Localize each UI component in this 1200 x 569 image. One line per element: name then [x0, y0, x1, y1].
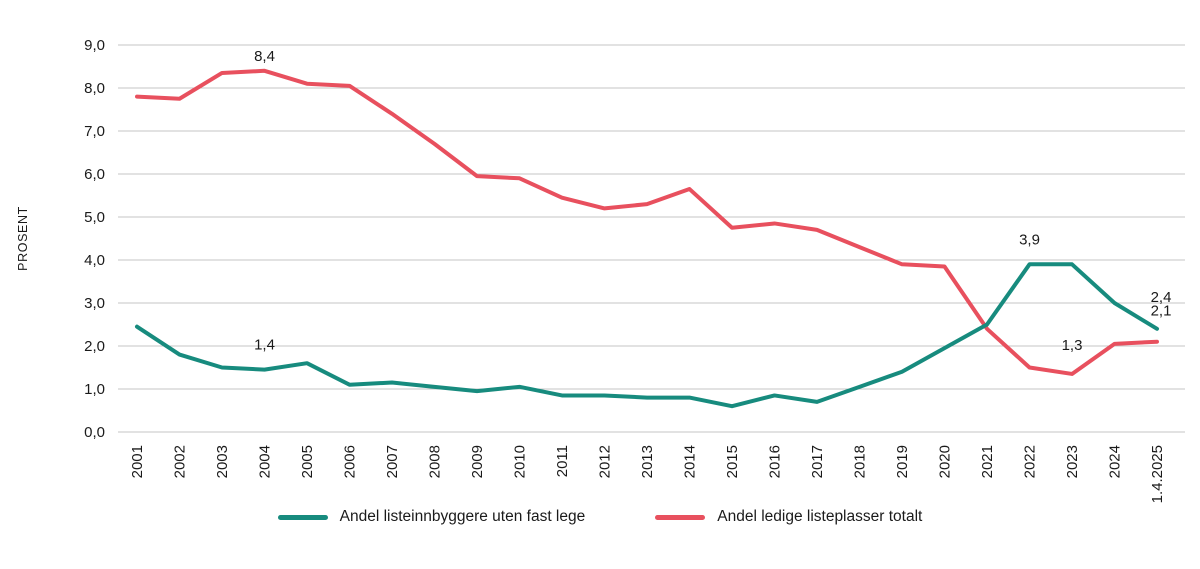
- legend-swatch-red-line: [655, 514, 706, 520]
- x-tick-label: 2013: [639, 445, 656, 478]
- legend-item-uten-fast-lege: Andel listeinnbyggere uten fast lege: [277, 508, 586, 526]
- data-label: 3,9: [1019, 231, 1040, 248]
- x-tick-label: 2016: [767, 445, 784, 478]
- x-tick-label: 2011: [554, 445, 571, 477]
- data-label: 1,3: [1062, 337, 1083, 354]
- x-tick-label: 2024: [1107, 445, 1124, 478]
- x-tick-label: 2015: [724, 445, 741, 478]
- y-axis-title: PROSENT: [16, 206, 30, 271]
- x-tick-label: 2008: [427, 445, 444, 478]
- data-label: 2,1: [1151, 303, 1172, 320]
- x-tick-label: 2004: [257, 445, 274, 478]
- legend-swatch-teal-line: [277, 514, 328, 520]
- chart-legend: Andel listeinnbyggere uten fast lege And…: [0, 508, 1200, 526]
- data-label: 2,4: [1151, 289, 1172, 306]
- x-tick-label: 2005: [299, 445, 316, 478]
- data-label: 8,4: [254, 48, 275, 65]
- x-tick-label: 2001: [129, 445, 146, 478]
- x-tick-label: 2006: [342, 445, 359, 478]
- y-tick-label: 6,0: [84, 166, 105, 183]
- x-tick-label: 2003: [214, 445, 231, 478]
- legend-item-ledige-listeplasser: Andel ledige listeplasser totalt: [655, 508, 922, 526]
- y-tick-label: 8,0: [84, 80, 105, 97]
- x-tick-label: 1.4.2025: [1149, 445, 1166, 503]
- x-tick-label: 2020: [937, 445, 954, 478]
- y-tick-label: 2,0: [84, 338, 105, 355]
- x-tick-label: 2021: [979, 445, 996, 478]
- y-tick-label: 0,0: [84, 424, 105, 441]
- x-tick-label: 2014: [682, 445, 699, 478]
- x-tick-label: 2009: [469, 445, 486, 478]
- x-tick-label: 2023: [1064, 445, 1081, 478]
- y-tick-label: 7,0: [84, 123, 105, 140]
- x-tick-label: 2019: [894, 445, 911, 478]
- x-tick-label: 2017: [809, 445, 826, 478]
- series-line-1: [135, 68, 1159, 376]
- x-tick-label: 2022: [1022, 445, 1039, 478]
- x-tick-label: 2018: [852, 445, 869, 478]
- legend-label-uten-fast-lege: Andel listeinnbyggere uten fast lege: [339, 508, 586, 525]
- x-tick-label: 2007: [384, 445, 401, 478]
- data-label: 1,4: [254, 337, 275, 354]
- legend-label-ledige-listeplasser: Andel ledige listeplasser totalt: [717, 508, 923, 525]
- line-chart: 0,0 1,0 2,0 3,0 4,0 5,0 6,0 7,0 8,0 9,0 2001 2002 20…: [16, 37, 1185, 503]
- y-tick-label: 1,0: [84, 381, 105, 398]
- y-tick-label: 9,0: [84, 37, 105, 54]
- series-line-0: [135, 262, 1159, 409]
- y-tick-label: 5,0: [84, 209, 105, 226]
- x-tick-label: 2010: [512, 445, 529, 478]
- y-tick-label: 3,0: [84, 295, 105, 312]
- x-tick-label: 2012: [597, 445, 614, 478]
- x-tick-label: 2002: [172, 445, 189, 478]
- y-tick-label: 4,0: [84, 252, 105, 269]
